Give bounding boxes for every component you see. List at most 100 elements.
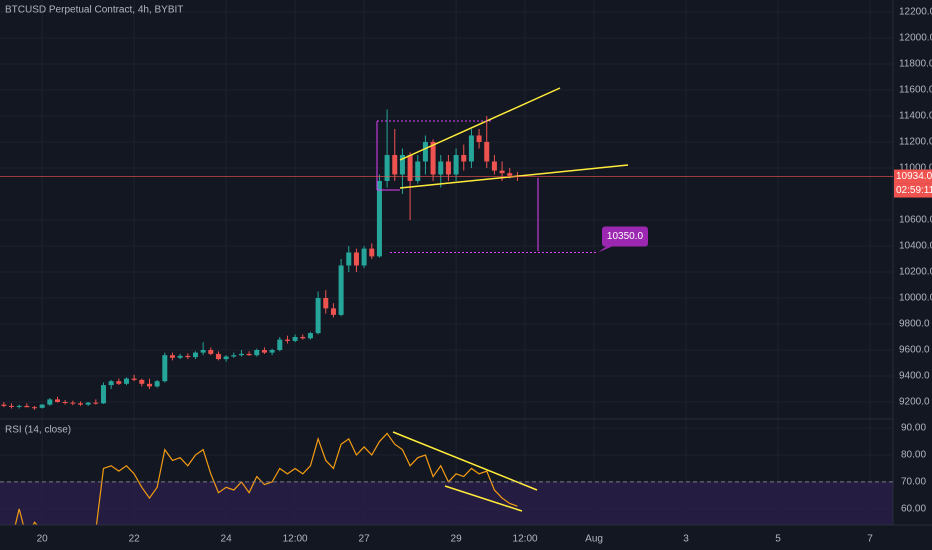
y-tick-label: 11600.0 — [899, 85, 932, 96]
candle-body — [208, 350, 214, 354]
candle-body — [162, 355, 168, 382]
candle-body — [177, 355, 183, 358]
candle-body — [231, 355, 237, 357]
candle-body — [445, 161, 451, 175]
candle-body — [507, 173, 513, 176]
rsi-tick-label: 60.00 — [901, 503, 926, 514]
rsi-pane — [14, 432, 518, 525]
candle-body — [192, 352, 198, 358]
countdown-box — [894, 183, 932, 198]
x-tick-label: 5 — [775, 534, 781, 545]
candle-body — [261, 350, 267, 353]
candle-body — [8, 405, 14, 407]
rsi-tick-label: 70.00 — [901, 477, 926, 488]
candle-body — [93, 402, 99, 404]
candle-body — [392, 154, 398, 175]
y-tick-label: 11400.0 — [899, 111, 932, 122]
candle-body — [499, 170, 505, 174]
candle-body — [131, 378, 137, 380]
candle-body — [70, 402, 76, 404]
y-tick-label: 10600.0 — [899, 215, 932, 226]
y-tick-label: 10000.0 — [899, 293, 932, 304]
candle-body — [453, 154, 459, 175]
rsi-band — [0, 481, 893, 525]
candle-body — [123, 378, 129, 384]
candle-body — [384, 154, 390, 181]
y-tick-label: 11000.0 — [899, 163, 932, 174]
candle-body — [476, 135, 482, 142]
y-tick-label: 10400.0 — [899, 241, 932, 252]
candle-body — [16, 405, 22, 407]
candle-body — [62, 402, 68, 404]
candle-body — [215, 353, 221, 360]
x-tick-label: 3 — [683, 534, 689, 545]
candle-body — [438, 161, 444, 175]
candle-body — [223, 356, 229, 360]
candle-body — [269, 350, 275, 353]
x-tick-label: 22 — [129, 534, 141, 545]
candle-body — [461, 154, 467, 162]
candle-body — [430, 141, 436, 175]
candle-body — [491, 161, 497, 171]
x-tick-label: 20 — [37, 534, 49, 545]
candle-body — [277, 339, 283, 351]
x-tick-label: 24 — [221, 534, 233, 545]
candle-body — [376, 180, 382, 257]
y-tick-label: 9200.0 — [899, 397, 930, 408]
candle-body — [307, 333, 313, 339]
last-price-label: 10934.0 — [896, 171, 932, 182]
rsi-tick-label: 80.00 — [901, 450, 926, 461]
candle-body — [169, 355, 175, 358]
grid — [0, 0, 893, 525]
candle-body — [31, 407, 37, 409]
y-tick-label: 12000.0 — [899, 33, 932, 44]
candle-body — [315, 297, 321, 334]
rsi-trend-line — [444, 485, 523, 512]
candle-body — [300, 337, 306, 339]
candle-body — [484, 141, 490, 162]
indicator-title: RSI (14, close) — [5, 425, 71, 436]
x-tick-label: Aug — [585, 534, 603, 545]
candle-body — [1, 404, 7, 406]
candle-body — [85, 402, 91, 405]
countdown-label: 02:59:11 — [896, 185, 932, 196]
candle-body — [246, 353, 252, 356]
x-tick-label: 29 — [451, 534, 463, 545]
candle-body — [468, 135, 474, 162]
y-tick-label: 9600.0 — [899, 345, 930, 356]
rsi-tick-label: 90.00 — [901, 423, 926, 434]
candle-body — [39, 404, 45, 408]
candle-body — [100, 385, 106, 404]
annotation-pointer — [598, 246, 612, 253]
y-tick-label: 12200.0 — [899, 7, 932, 18]
candle-body — [54, 399, 60, 403]
candles — [1, 109, 520, 410]
rsi-trend-line — [392, 431, 538, 491]
y-tick-label: 9800.0 — [899, 319, 930, 330]
y-tick-label: 10200.0 — [899, 267, 932, 278]
x-tick-label: 7 — [867, 534, 873, 545]
candle-body — [415, 161, 421, 181]
candle-body — [284, 339, 290, 341]
y-tick-label: 11200.0 — [899, 137, 932, 148]
candle-body — [139, 379, 145, 384]
candle-body — [154, 381, 160, 387]
annotation-label: 10350.0 — [607, 231, 644, 242]
rsi-line — [14, 432, 518, 525]
candle-body — [146, 383, 152, 387]
annotation-box — [602, 226, 648, 247]
y-tick-label: 9400.0 — [899, 371, 930, 382]
y-tick-label: 11800.0 — [899, 59, 932, 70]
x-tick-label: 12:00 — [513, 534, 538, 545]
candle-body — [399, 154, 405, 175]
x-tick-label: 27 — [359, 534, 371, 545]
candle-body — [338, 265, 344, 315]
candle-body — [369, 248, 375, 257]
candle-body — [361, 248, 367, 266]
candle-body — [200, 350, 206, 353]
trend-line — [399, 87, 561, 161]
candle-body — [47, 399, 53, 405]
candle-body — [292, 337, 298, 341]
candle-body — [353, 252, 359, 266]
